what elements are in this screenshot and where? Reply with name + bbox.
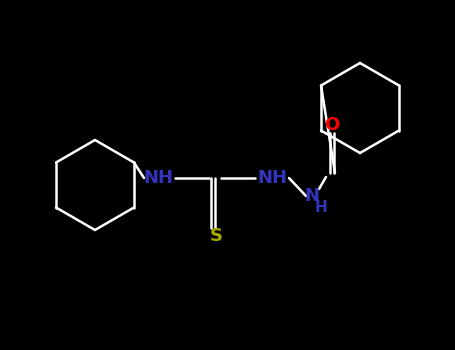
Text: N: N — [304, 187, 319, 205]
Text: NH: NH — [257, 169, 287, 187]
Text: H: H — [314, 199, 328, 215]
Text: NH: NH — [143, 169, 173, 187]
Text: S: S — [209, 227, 222, 245]
Text: O: O — [324, 116, 339, 134]
